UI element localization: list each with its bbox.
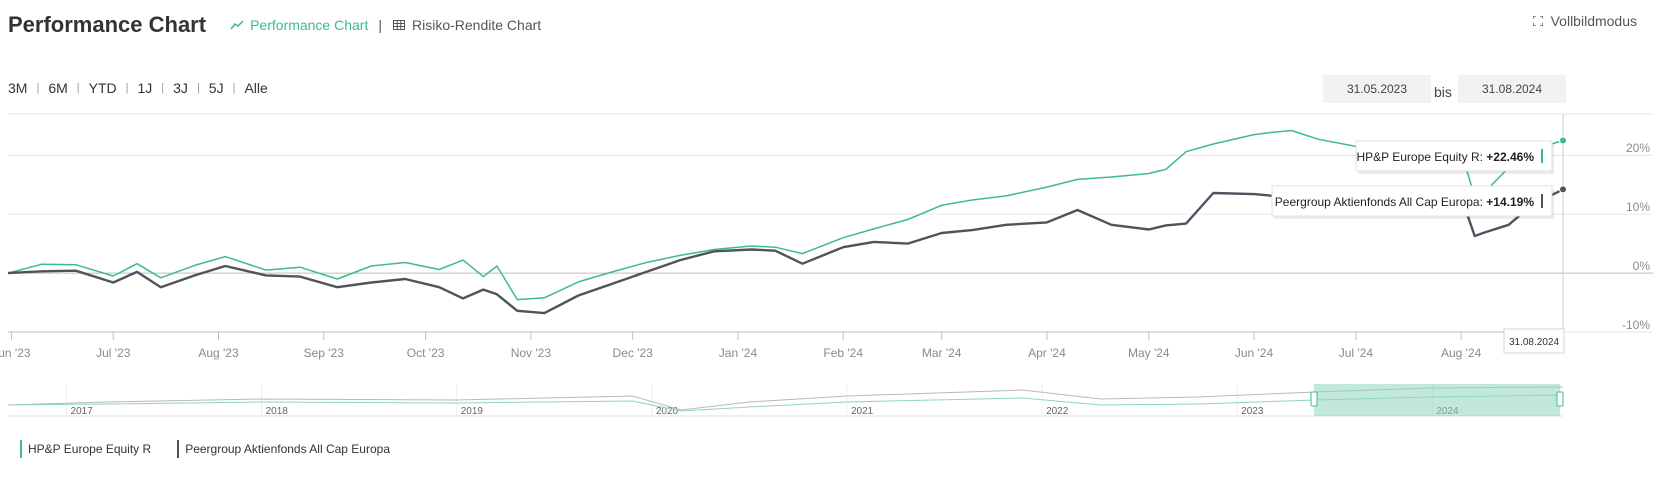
x-tick-label: Aug '23 — [198, 346, 239, 360]
range-separator: | — [76, 82, 80, 94]
performance-chart[interactable]: Jun '23 Jul '23 Aug '23 Sep '23 Oct '23 Nov '… — [0, 108, 1653, 370]
tooltip-color-bar — [1541, 194, 1543, 208]
tooltip-series-label: Peergroup Aktienfonds All Cap Europa: — [1275, 195, 1486, 209]
navigator-year-label: 2017 — [71, 406, 94, 417]
legend-item-peer[interactable]: Peergroup Aktienfonds All Cap Europa — [177, 440, 390, 458]
range-button-5j[interactable]: 5J — [208, 80, 224, 96]
tab-performance-chart[interactable]: Performance Chart — [230, 17, 368, 33]
tab-risk-return-chart[interactable]: Risiko-Rendite Chart — [392, 17, 541, 33]
x-tick-label: May '24 — [1128, 346, 1170, 360]
tooltip-peer: Peergroup Aktienfonds All Cap Europa: +1… — [1271, 185, 1554, 219]
legend-item-fund[interactable]: HP&P Europe Equity R — [20, 440, 151, 458]
x-tick-label: Apr '24 — [1028, 346, 1066, 360]
range-button-3j[interactable]: 3J — [173, 80, 188, 96]
navigator[interactable]: 20172018201920202021202220232024 — [0, 380, 1653, 420]
line-chart-icon — [230, 20, 244, 30]
x-tick-label: Jan '24 — [719, 346, 758, 360]
tooltip-text: Peergroup Aktienfonds All Cap Europa: +1… — [1275, 195, 1535, 209]
x-tick-label: Oct '23 — [407, 346, 445, 360]
navigator-year-label: 2022 — [1046, 406, 1069, 417]
tooltip-series-value: +14.19% — [1486, 195, 1534, 209]
grid-icon — [393, 20, 405, 30]
range-separator: | — [232, 82, 236, 94]
tab-risk-return-chart-label: Risiko-Rendite Chart — [412, 17, 542, 33]
x-tick-label: Jul '24 — [1339, 346, 1374, 360]
date-range-separator: bis — [1434, 84, 1452, 100]
range-selector: 3M | 6M | YTD | 1J | 3J | 5J | Alle — [8, 80, 268, 96]
range-separator: | — [161, 82, 165, 94]
fullscreen-icon — [1532, 16, 1543, 26]
x-tick-label: Aug '24 — [1441, 346, 1482, 360]
crosshair-date-label: 31.08.2024 — [1503, 328, 1565, 354]
crosshair-date-text: 31.08.2024 — [1509, 337, 1559, 348]
x-tick-label: Nov '23 — [511, 346, 552, 360]
navigator-year-label: 2019 — [461, 406, 484, 417]
legend-swatch-fund — [20, 440, 22, 458]
crosshair-date-box — [1503, 328, 1565, 354]
x-tick-label: Jun '23 — [0, 346, 31, 360]
x-tick-label: Sep '23 — [304, 346, 345, 360]
navigator-year-label: 2021 — [851, 406, 874, 417]
tooltip-box — [1355, 140, 1553, 172]
x-tick-label: Mar '24 — [922, 346, 962, 360]
tooltip-text: HP&P Europe Equity R: +22.46% — [1356, 150, 1534, 164]
tab-performance-chart-label: Performance Chart — [250, 17, 369, 33]
tooltip-series-value: +22.46% — [1486, 150, 1534, 164]
navigator-series-peer — [7, 386, 1564, 411]
range-button-6m[interactable]: 6M — [48, 80, 68, 96]
range-button-1j[interactable]: 1J — [137, 80, 153, 96]
date-from-input[interactable]: 31.05.2023 — [1323, 75, 1431, 103]
x-tick-label: Jul '23 — [96, 346, 131, 360]
legend-swatch-peer — [177, 440, 180, 458]
legend: HP&P Europe Equity R Peergroup Aktienfon… — [20, 440, 416, 458]
tooltip-box — [1271, 185, 1553, 217]
range-button-ytd[interactable]: YTD — [88, 80, 117, 96]
fullscreen-button[interactable]: Vollbildmodus — [1532, 13, 1637, 29]
range-separator: | — [36, 82, 40, 94]
range-button-3m[interactable]: 3M — [8, 80, 28, 96]
x-tick-label: Dec '23 — [613, 346, 654, 360]
range-separator: | — [196, 82, 200, 94]
y-tick-label: 0% — [1633, 259, 1651, 273]
x-tick-label: Jun '24 — [1235, 346, 1274, 360]
hover-marker-peer — [1559, 185, 1567, 194]
y-tick-label: -10% — [1622, 318, 1650, 332]
navigator-handle-left[interactable] — [1310, 391, 1318, 407]
navigator-year-label: 2018 — [266, 406, 289, 417]
navigator-handle-right[interactable] — [1556, 391, 1564, 407]
legend-label-peer: Peergroup Aktienfonds All Cap Europa — [185, 442, 390, 456]
tooltip-series-label: HP&P Europe Equity R: — [1356, 150, 1486, 164]
tooltip-fund: HP&P Europe Equity R: +22.46% — [1355, 140, 1554, 174]
hover-marker-fund — [1559, 136, 1567, 145]
navigator-year-label: 2020 — [656, 406, 679, 417]
navigator-year-label: 2023 — [1241, 406, 1264, 417]
legend-label-fund: HP&P Europe Equity R — [28, 442, 152, 456]
navigator-series-fund — [7, 394, 1564, 412]
date-to-input[interactable]: 31.08.2024 — [1458, 75, 1566, 103]
navigator-selection[interactable] — [1314, 384, 1560, 416]
range-button-alle[interactable]: Alle — [244, 80, 268, 96]
y-tick-label: 10% — [1626, 200, 1650, 214]
page-title: Performance Chart — [8, 12, 207, 37]
range-separator: | — [125, 82, 129, 94]
x-tick-label: Feb '24 — [823, 346, 863, 360]
chart-header: Performance Chart Performance Chart | Ri… — [8, 10, 541, 40]
fullscreen-label: Vollbildmodus — [1550, 13, 1637, 29]
tab-separator: | — [378, 17, 382, 33]
y-tick-label: 20% — [1626, 141, 1650, 155]
tooltip-color-bar — [1541, 149, 1543, 163]
